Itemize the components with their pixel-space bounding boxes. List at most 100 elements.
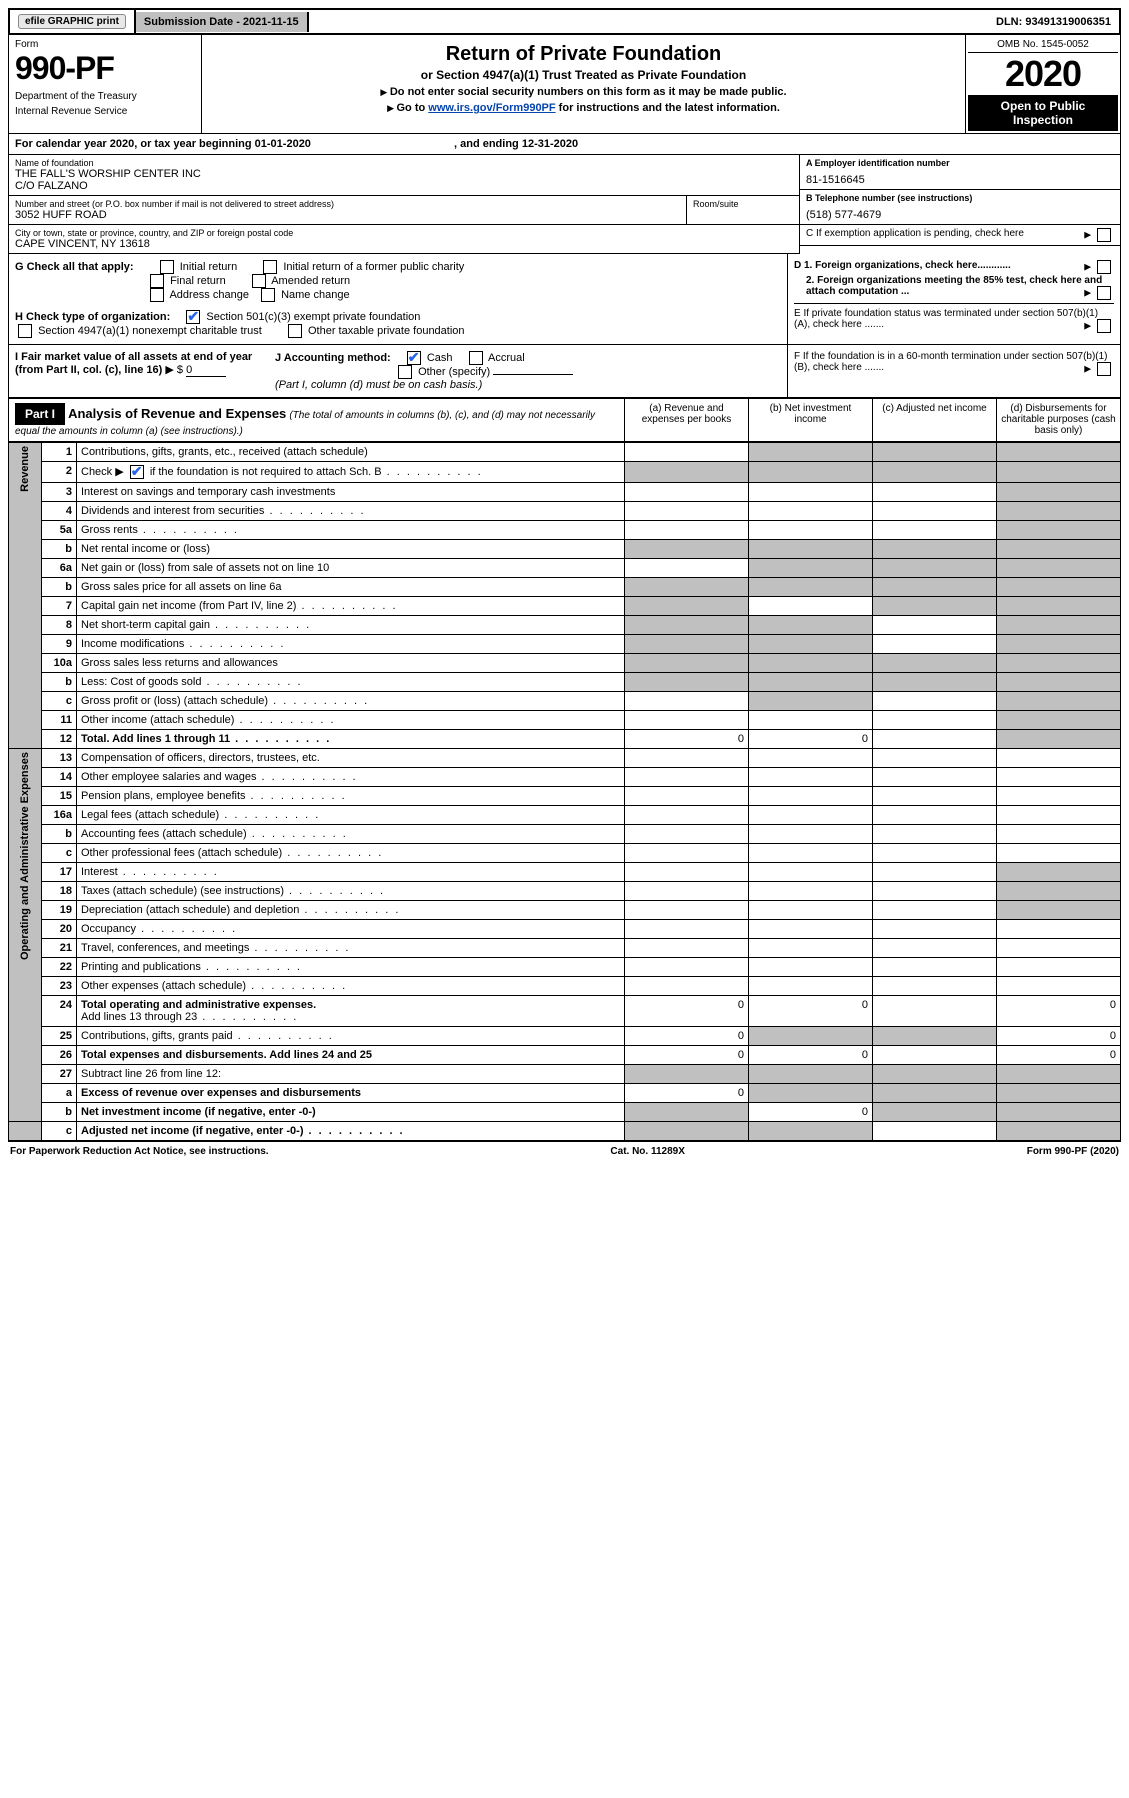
dd-27c — [997, 1122, 1121, 1141]
dd-6b — [997, 578, 1121, 597]
dd-12 — [997, 730, 1121, 749]
ln-13: 13 — [42, 749, 77, 768]
row-7: 7Capital gain net income (from Part IV, … — [9, 597, 1121, 616]
dd-26: 0 — [997, 1046, 1121, 1065]
calendar-year-row: For calendar year 2020, or tax year begi… — [8, 134, 1121, 155]
c-6a — [873, 559, 997, 578]
b-19 — [749, 901, 873, 920]
b-11 — [749, 711, 873, 730]
g-address-checkbox[interactable] — [150, 288, 164, 302]
j-label: J Accounting method: — [275, 352, 391, 364]
ln-16c: c — [42, 844, 77, 863]
addr-label: Number and street (or P.O. box number if… — [15, 199, 680, 209]
row-27: 27Subtract line 26 from line 12: — [9, 1065, 1121, 1084]
b-22 — [749, 958, 873, 977]
e-label: E If private foundation status was termi… — [794, 308, 1098, 330]
c-1 — [873, 443, 997, 462]
ln-10a: 10a — [42, 654, 77, 673]
cal-begin: 01-01-2020 — [255, 138, 311, 150]
j-cash-checkbox[interactable] — [407, 351, 421, 365]
b-2 — [749, 462, 873, 483]
j-other-checkbox[interactable] — [398, 365, 412, 379]
c-19 — [873, 901, 997, 920]
b-15 — [749, 787, 873, 806]
c-11 — [873, 711, 997, 730]
row-6b: bGross sales price for all assets on lin… — [9, 578, 1121, 597]
a-22 — [625, 958, 749, 977]
dd-22 — [997, 958, 1121, 977]
goto-pre: Go to — [396, 102, 428, 114]
row-1: Revenue 1 Contributions, gifts, grants, … — [9, 443, 1121, 462]
schb-checkbox[interactable] — [130, 465, 144, 479]
d-23: Other expenses (attach schedule) — [77, 977, 625, 996]
phone-cell: B Telephone number (see instructions) (5… — [800, 190, 1120, 225]
d-27: Subtract line 26 from line 12: — [77, 1065, 625, 1084]
d2-checkbox[interactable] — [1097, 286, 1111, 300]
g-initial-checkbox[interactable] — [160, 260, 174, 274]
efile-btn[interactable]: efile GRAPHIC print — [18, 14, 126, 29]
d-27a: Excess of revenue over expenses and disb… — [77, 1084, 625, 1103]
city-cell: City or town, state or province, country… — [9, 225, 799, 254]
e-checkbox[interactable] — [1097, 319, 1111, 333]
d2-label: 2. Foreign organizations meeting the 85%… — [806, 275, 1102, 297]
c-15 — [873, 787, 997, 806]
g-name-checkbox[interactable] — [261, 288, 275, 302]
d-17: Interest — [77, 863, 625, 882]
d-5a: Gross rents — [77, 521, 625, 540]
c-12 — [873, 730, 997, 749]
d-5b: Net rental income or (loss) — [77, 540, 625, 559]
row-5b: bNet rental income or (loss) — [9, 540, 1121, 559]
a-16b — [625, 825, 749, 844]
b-5b — [749, 540, 873, 559]
g-amended-checkbox[interactable] — [252, 274, 266, 288]
room-cell: Room/suite — [687, 196, 799, 225]
dd-18 — [997, 882, 1121, 901]
row-6a: 6aNet gain or (loss) from sale of assets… — [9, 559, 1121, 578]
h-501c3-checkbox[interactable] — [186, 310, 200, 324]
form-header: Form 990-PF Department of the Treasury I… — [8, 35, 1121, 134]
c-checkbox[interactable] — [1097, 228, 1111, 242]
a-13 — [625, 749, 749, 768]
ln-7: 7 — [42, 597, 77, 616]
row-18: 18Taxes (attach schedule) (see instructi… — [9, 882, 1121, 901]
h-other-checkbox[interactable] — [288, 324, 302, 338]
dd-4 — [997, 502, 1121, 521]
f-checkbox[interactable] — [1097, 362, 1111, 376]
d-14: Other employee salaries and wages — [77, 768, 625, 787]
ln-10b: b — [42, 673, 77, 692]
h-4947-checkbox[interactable] — [18, 324, 32, 338]
c-25 — [873, 1027, 997, 1046]
dd-21 — [997, 939, 1121, 958]
irs-link[interactable]: www.irs.gov/Form990PF — [428, 102, 555, 114]
d1-checkbox[interactable] — [1097, 260, 1111, 274]
b-14 — [749, 768, 873, 787]
a-27c — [625, 1122, 749, 1141]
phone-label: B Telephone number (see instructions) — [806, 193, 972, 203]
g-opt-2: Final return — [170, 275, 226, 287]
j-note: (Part I, column (d) must be on cash basi… — [275, 379, 482, 391]
a-14 — [625, 768, 749, 787]
addr-val: 3052 HUFF ROAD — [15, 209, 680, 221]
a-2 — [625, 462, 749, 483]
ln-24: 24 — [42, 996, 77, 1027]
dd-25: 0 — [997, 1027, 1121, 1046]
d-1: Contributions, gifts, grants, etc., rece… — [77, 443, 625, 462]
d2-post: if the foundation is not required to att… — [147, 466, 382, 478]
d-16a: Legal fees (attach schedule) — [77, 806, 625, 825]
omb-number: OMB No. 1545-0052 — [968, 37, 1118, 53]
g-final-checkbox[interactable] — [150, 274, 164, 288]
b-12: 0 — [749, 730, 873, 749]
h-opt-3: Other taxable private foundation — [308, 325, 465, 337]
i-value: 0 — [186, 364, 226, 377]
footer-right: Form 990-PF (2020) — [1027, 1146, 1119, 1157]
row-19: 19Depreciation (attach schedule) and dep… — [9, 901, 1121, 920]
j-accrual-checkbox[interactable] — [469, 351, 483, 365]
b-27 — [749, 1065, 873, 1084]
dd-16c — [997, 844, 1121, 863]
dd-5a — [997, 521, 1121, 540]
b-8 — [749, 616, 873, 635]
row-5a: 5aGross rents — [9, 521, 1121, 540]
g-initial-former-checkbox[interactable] — [263, 260, 277, 274]
side-27c — [9, 1122, 42, 1141]
city-val: CAPE VINCENT, NY 13618 — [15, 238, 793, 250]
